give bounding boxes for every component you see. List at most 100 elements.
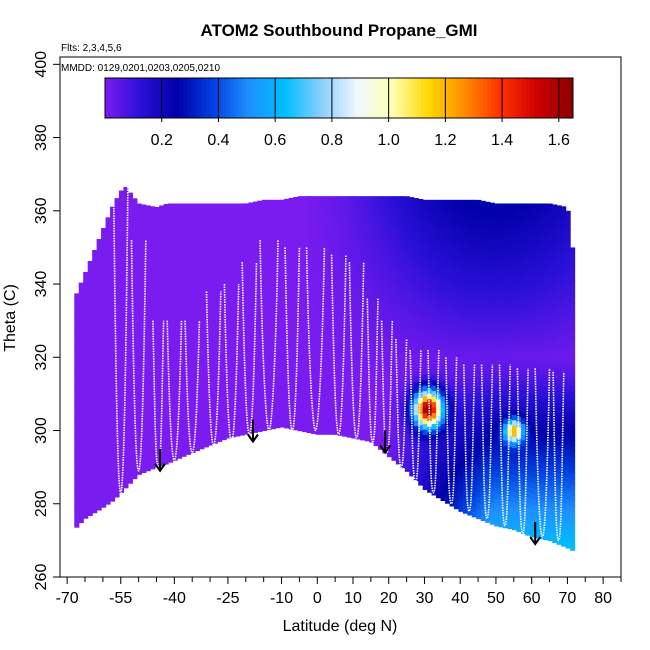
heatmap-cell (83, 419, 89, 426)
heatmap-cell (418, 457, 424, 464)
heatmap-cell (485, 472, 491, 479)
heatmap-cell (203, 216, 209, 223)
heatmap-cell (78, 282, 84, 287)
heatmap-cell (261, 276, 267, 283)
heatmap-cell (525, 518, 531, 525)
heatmap-cell (360, 401, 366, 408)
heatmap-cell (118, 228, 125, 235)
heatmap-cell (431, 313, 437, 320)
heatmap-cell (489, 232, 495, 240)
heatmap-cell (351, 218, 357, 225)
heatmap-cell (105, 421, 111, 428)
heatmap-cell (324, 351, 330, 358)
heatmap-cell (520, 489, 527, 496)
heatmap-cell (230, 414, 236, 421)
heatmap-cell (150, 402, 156, 409)
heatmap-cell (449, 286, 455, 293)
heatmap-cell (355, 361, 361, 369)
heatmap-cell (257, 354, 263, 361)
heatmap-cell (480, 481, 486, 489)
heatmap-cell (422, 445, 428, 452)
heatmap-cell (449, 335, 455, 342)
heatmap-cell (270, 225, 276, 232)
heatmap-cell (467, 328, 473, 335)
heatmap-cell (203, 369, 209, 377)
heatmap-cell (458, 434, 464, 441)
heatmap-cell (351, 223, 357, 230)
heatmap-cell (145, 448, 151, 455)
heatmap-cell (145, 459, 151, 466)
heatmap-cell (413, 463, 419, 471)
heatmap-cell (445, 244, 451, 252)
heatmap-cell (436, 343, 442, 350)
heatmap-cell (449, 428, 455, 436)
heatmap-cell (391, 443, 397, 450)
heatmap-cell (141, 395, 147, 402)
heatmap-cell (476, 293, 482, 300)
heatmap-cell (436, 332, 442, 339)
heatmap-cell (168, 258, 174, 265)
heatmap-cell (319, 302, 326, 309)
heatmap-cell (507, 462, 513, 469)
heatmap-cell (418, 248, 424, 255)
heatmap-cell (480, 350, 486, 357)
heatmap-cell (190, 336, 196, 344)
heatmap-cell (302, 332, 308, 339)
heatmap-cell (96, 239, 102, 242)
heatmap-cell (324, 247, 330, 254)
heatmap-cell (512, 375, 518, 382)
heatmap-cell (141, 204, 147, 210)
heatmap-cell (315, 241, 321, 249)
heatmap-cell (74, 378, 80, 385)
heatmap-cell (440, 406, 446, 414)
heatmap-cell (293, 314, 299, 321)
heatmap-cell (449, 199, 455, 205)
heatmap-cell (333, 263, 339, 271)
heatmap-cell (360, 434, 366, 441)
heatmap-cell (230, 288, 236, 295)
heatmap-cell (328, 423, 334, 430)
heatmap-cell (351, 295, 357, 302)
heatmap-cell (150, 282, 156, 289)
heatmap-cell (114, 255, 120, 262)
heatmap-cell (476, 441, 482, 448)
heatmap-cell (373, 357, 379, 364)
heatmap-cell (87, 400, 93, 407)
heatmap-cell (270, 368, 276, 375)
heatmap-cell (239, 429, 245, 436)
heatmap-cell (413, 376, 419, 383)
heatmap-cell (507, 286, 513, 293)
heatmap-cell (114, 238, 120, 245)
heatmap-cell (203, 210, 209, 217)
heatmap-cell (212, 437, 218, 444)
heatmap-cell (87, 460, 93, 467)
heatmap-cell (132, 286, 138, 293)
heatmap-cell (105, 355, 111, 362)
heatmap-cell (96, 334, 102, 341)
heatmap-cell (319, 280, 326, 287)
heatmap-cell (244, 335, 250, 342)
heatmap-cell (132, 231, 138, 238)
heatmap-cell (449, 352, 455, 359)
heatmap-cell (418, 314, 424, 321)
heatmap-cell (400, 319, 406, 326)
heatmap-cell (476, 502, 482, 509)
heatmap-cell (382, 343, 388, 350)
heatmap-cell (145, 267, 151, 274)
heatmap-cell (127, 329, 133, 336)
heatmap-cell (203, 358, 209, 366)
heatmap-cell (391, 223, 397, 231)
heatmap-cell (445, 431, 451, 438)
heatmap-cell (230, 392, 236, 399)
heatmap-cell (212, 316, 218, 323)
heatmap-cell (288, 324, 294, 331)
heatmap-cell (105, 454, 111, 461)
heatmap-cell (315, 197, 321, 205)
heatmap-cell (230, 294, 236, 301)
heatmap-cell (418, 221, 424, 228)
heatmap-cell (230, 222, 236, 229)
heatmap-cell (453, 349, 460, 356)
heatmap-cell (226, 415, 232, 422)
heatmap-cell (458, 313, 464, 320)
heatmap-cell (132, 368, 138, 375)
